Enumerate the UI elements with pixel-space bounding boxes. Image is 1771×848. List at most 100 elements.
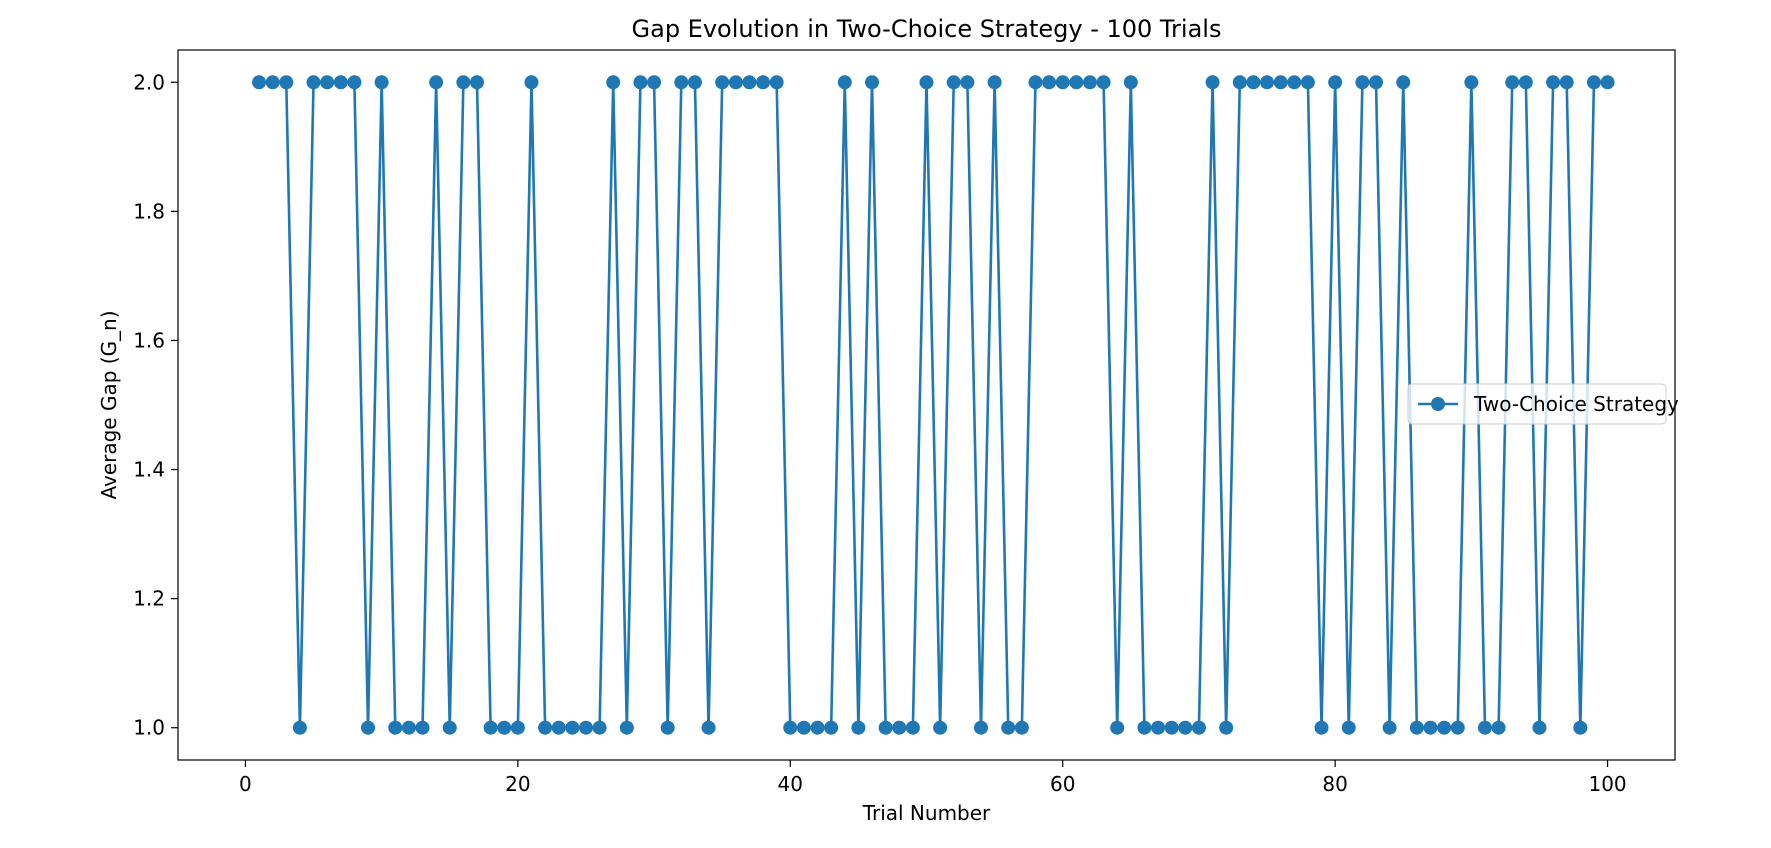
data-point [1369,75,1384,90]
y-tick-label: 1.2 [133,587,165,611]
y-axis-label: Average Gap (G_n) [97,310,121,499]
data-point [660,720,675,735]
data-point [1464,75,1479,90]
data-point [865,75,880,90]
data-point [442,720,457,735]
data-point [987,75,1002,90]
data-point [1273,75,1288,90]
data-point [1055,75,1070,90]
data-point [1219,720,1234,735]
data-point [1477,720,1492,735]
data-point [524,75,539,90]
x-tick-label: 60 [1050,772,1075,796]
data-point [1396,75,1411,90]
data-point [1586,75,1601,90]
legend: Two-Choice Strategy [1407,383,1679,425]
data-point [592,720,607,735]
data-point [565,720,580,735]
data-point [810,720,825,735]
y-tick-label: 1.6 [133,328,165,352]
data-point [306,75,321,90]
data-point [1028,75,1043,90]
data-point [333,75,348,90]
data-point [456,75,471,90]
data-point [347,75,362,90]
y-tick-label: 2.0 [133,70,165,94]
data-point [578,720,593,735]
y-tick-label: 1.8 [133,199,165,223]
data-point [1069,75,1084,90]
data-point [279,75,294,90]
data-point [1014,720,1029,735]
data-point [633,75,648,90]
legend-label: Two-Choice Strategy [1473,392,1679,416]
data-point [1287,75,1302,90]
data-point [1559,75,1574,90]
data-point [265,75,280,90]
x-tick-label: 80 [1322,772,1347,796]
data-point [1082,75,1097,90]
data-point [1573,720,1588,735]
data-point [1505,75,1520,90]
data-point [401,720,416,735]
data-point [1600,75,1615,90]
legend-box [1407,383,1667,425]
data-point [606,75,621,90]
data-point [510,720,525,735]
data-point [756,75,771,90]
data-point [905,720,920,735]
x-tick-label: 100 [1588,772,1626,796]
data-point [878,720,893,735]
data-point [837,75,852,90]
data-point [1328,75,1343,90]
data-point [1423,720,1438,735]
x-axis-label: Trial Number [862,801,991,825]
data-point [1191,720,1206,735]
data-point [619,720,634,735]
data-point [551,720,566,735]
x-tick-label: 40 [778,772,803,796]
data-point [701,720,716,735]
y-tick-label: 1.0 [133,716,165,740]
axes-frame [177,49,1676,761]
data-point [1341,720,1356,735]
x-tick-label: 20 [505,772,530,796]
data-point [374,75,389,90]
data-point [1532,720,1547,735]
data-point [469,75,484,90]
data-point [1491,720,1506,735]
data-point [1178,720,1193,735]
data-point [415,720,430,735]
data-point [919,75,934,90]
data-point [1437,720,1452,735]
data-point [851,720,866,735]
data-point [933,720,948,735]
data-point [1110,720,1125,735]
data-point [946,75,961,90]
data-point [252,75,267,90]
data-point [1314,720,1329,735]
data-point [973,720,988,735]
data-point [783,720,798,735]
data-point [292,720,307,735]
series-line [259,80,1608,730]
data-point [538,720,553,735]
data-point [687,75,702,90]
data-point [892,720,907,735]
data-point [497,720,512,735]
data-point [1042,75,1057,90]
data-point [429,75,444,90]
data-point [715,75,730,90]
data-point [1123,75,1138,90]
data-point [483,720,498,735]
data-point [1518,75,1533,90]
legend-marker-swatch [1431,397,1445,411]
plot-area: 0 20 40 60 80 100 1.0 1.2 1.4 1.6 1.8 2.0 [133,49,1676,796]
data-point [769,75,784,90]
data-point [361,720,376,735]
data-point [647,75,662,90]
data-point [796,720,811,735]
data-point [1450,720,1465,735]
